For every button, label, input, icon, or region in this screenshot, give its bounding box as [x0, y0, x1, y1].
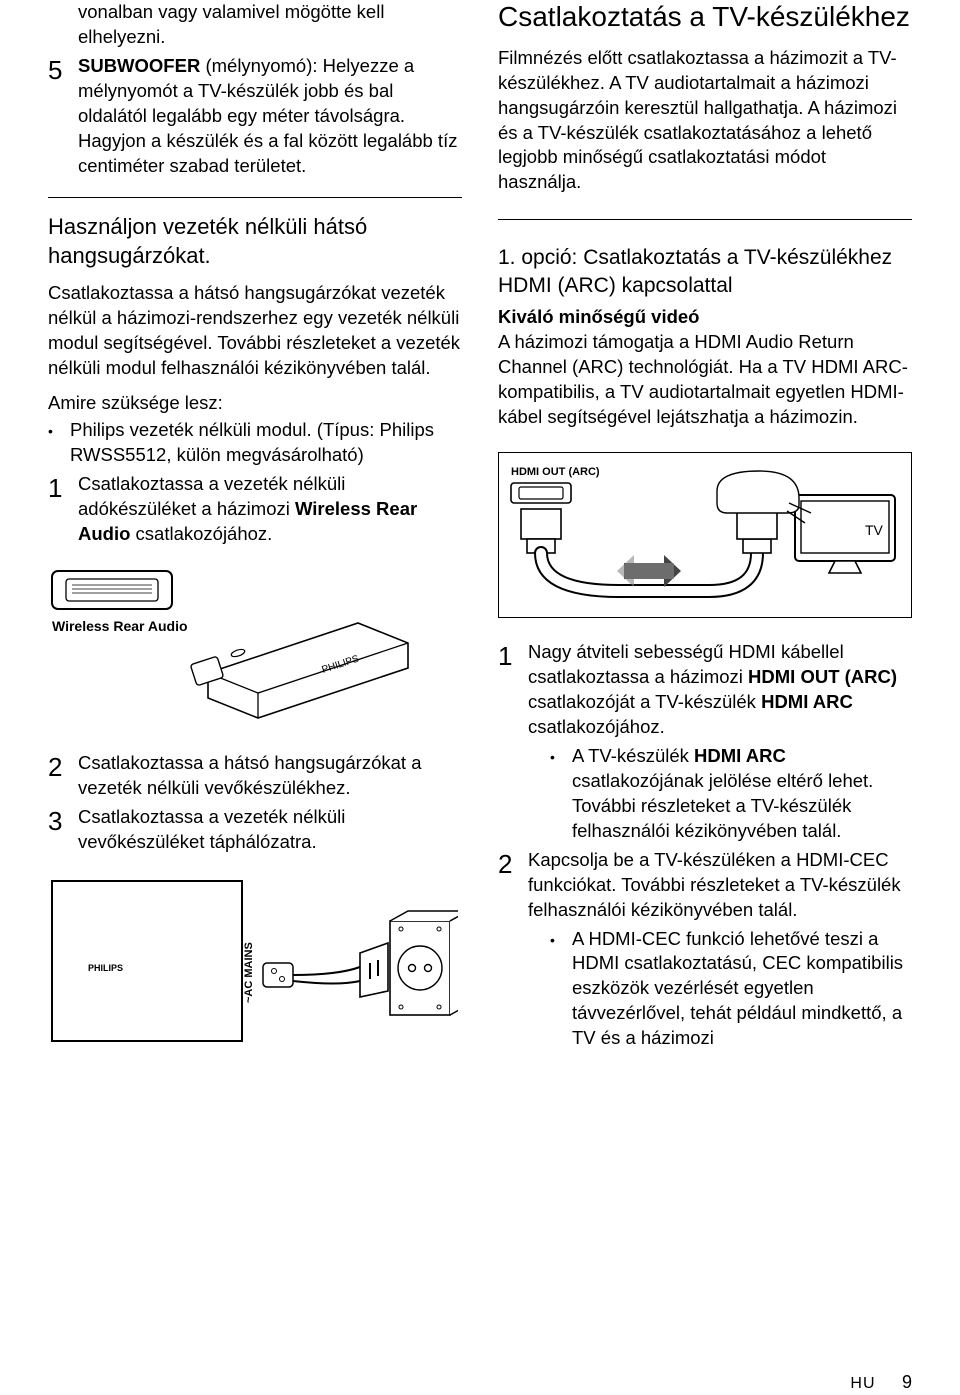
left-step-2-num: 2: [48, 753, 78, 801]
wireless-rear-diagram: Wireless Rear Audio PHILIPS: [48, 563, 462, 733]
right-step-2-sublist: A HDMI-CEC funkció lehetővé teszi a HDMI…: [528, 927, 912, 1052]
svg-text:HDMI OUT (ARC): HDMI OUT (ARC): [511, 466, 600, 478]
hdmi-arc-diagram: HDMI OUT (ARC) HDMI (ARC) TV: [498, 452, 912, 618]
step-5: 5 SUBWOOFER (mélynyomó): Helyezze a mély…: [48, 54, 462, 179]
left-step-1-num: 1: [48, 474, 78, 547]
port-label: Wireless Rear Audio: [52, 618, 188, 634]
divider: [48, 197, 462, 198]
step-5-number: 5: [48, 56, 78, 179]
top-fragment-block: vonalban vagy valamivel mögötte kell elh…: [48, 0, 462, 50]
need-heading: Amire szüksége lesz:: [48, 391, 462, 416]
left-step-1: 1 Csatlakoztassa a vezeték nélküli adóké…: [48, 472, 462, 547]
divider: [498, 219, 912, 220]
right-step-1-sublist: A TV-készülék HDMI ARC csatlakozójának j…: [528, 744, 912, 844]
right-step-1-body: Nagy átviteli sebességű HDMI kábellel cs…: [528, 640, 912, 844]
wireless-para: Csatlakoztassa a hátsó hangsugárzókat ve…: [48, 281, 462, 381]
right-step-2-body: Kapcsolja be a TV-készüléken a HDMI-CEC …: [528, 848, 912, 1052]
option-1-para: A házimozi támogatja a HDMI Audio Return…: [498, 330, 912, 430]
option-1-heading: 1. opció: Csatlakoztatás a TV-készülékhe…: [498, 244, 912, 299]
lang-label: HU: [850, 1375, 875, 1392]
tv-connect-heading: Csatlakoztatás a TV-készülékhez: [498, 0, 912, 34]
right-column: Csatlakoztatás a TV-készülékhez Filmnézé…: [498, 0, 912, 1395]
top-fragment: vonalban vagy valamivel mögötte kell elh…: [78, 0, 462, 50]
option-1-subhead: Kiváló minőségű videó: [498, 305, 912, 330]
left-step-2-body: Csatlakoztassa a hátsó hangsugárzókat a …: [78, 751, 462, 801]
svg-text:~AC MAINS: ~AC MAINS: [243, 942, 255, 1003]
need-item: Philips vezeték nélküli modul. (Típus: P…: [70, 418, 462, 468]
left-column: vonalban vagy valamivel mögötte kell elh…: [48, 0, 462, 1395]
step-5-lead: SUBWOOFER: [78, 55, 200, 76]
left-step-1-body: Csatlakoztassa a vezeték nélküli adókész…: [78, 472, 462, 547]
left-step-2: 2 Csatlakoztassa a hátsó hangsugárzókat …: [48, 751, 462, 801]
svg-text:TV: TV: [865, 522, 884, 538]
left-step-3-body: Csatlakoztassa a vezeték nélküli vevőkés…: [78, 805, 462, 855]
page-number: 9: [902, 1372, 912, 1392]
tv-connect-intro: Filmnézés előtt csatlakoztassa a házimoz…: [498, 46, 912, 196]
left-step-3-num: 3: [48, 807, 78, 855]
left-step-3: 3 Csatlakoztassa a vezeték nélküli vevők…: [48, 805, 462, 855]
power-diagram: PHILIPS ~AC MAINS: [48, 871, 462, 1051]
svg-text:PHILIPS: PHILIPS: [88, 963, 123, 973]
wireless-heading: Használjon vezeték nélküli hátsó hangsug…: [48, 212, 462, 271]
need-list: Philips vezeték nélküli modul. (Típus: P…: [48, 418, 462, 468]
right-step-1: 1 Nagy átviteli sebességű HDMI kábellel …: [498, 640, 912, 844]
right-step-2: 2 Kapcsolja be a TV-készüléken a HDMI-CE…: [498, 848, 912, 1052]
right-step-2-num: 2: [498, 850, 528, 1052]
right-step-1-num: 1: [498, 642, 528, 844]
step-5-body: SUBWOOFER (mélynyomó): Helyezze a mélyny…: [78, 54, 462, 179]
page-footer: HU 9: [498, 1340, 912, 1395]
